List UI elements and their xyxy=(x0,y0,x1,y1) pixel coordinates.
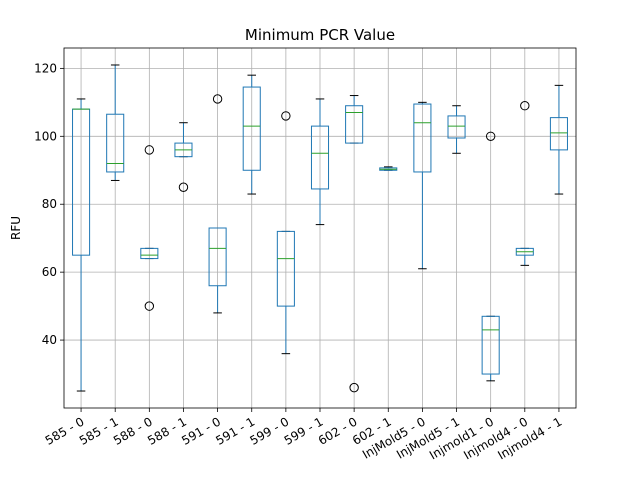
box xyxy=(310,125,330,190)
outlier-point xyxy=(349,382,359,393)
y-tick-label: 80 xyxy=(42,197,57,211)
y-tick-label: 60 xyxy=(42,265,57,279)
outlier-point xyxy=(144,301,155,311)
y-tick-label: 100 xyxy=(34,129,57,143)
outlier-point xyxy=(212,94,223,104)
box xyxy=(549,117,568,151)
box xyxy=(140,247,159,260)
outlier-point xyxy=(281,111,291,121)
box xyxy=(481,315,500,375)
y-tick-label: 120 xyxy=(34,61,57,75)
plot-layer xyxy=(72,64,568,393)
box xyxy=(345,105,364,144)
outlier-point xyxy=(485,131,496,142)
outlier-point xyxy=(178,182,189,192)
box xyxy=(242,86,261,171)
chart-title: Minimum PCR Value xyxy=(245,26,395,44)
box xyxy=(413,103,432,173)
box xyxy=(276,230,295,307)
box xyxy=(447,115,466,139)
outlier-point xyxy=(520,101,530,111)
outlier-point xyxy=(144,145,155,155)
y-axis-label: RFU xyxy=(9,216,23,240)
box xyxy=(208,227,227,287)
box xyxy=(106,113,125,173)
y-tick-label: 40 xyxy=(42,333,57,347)
